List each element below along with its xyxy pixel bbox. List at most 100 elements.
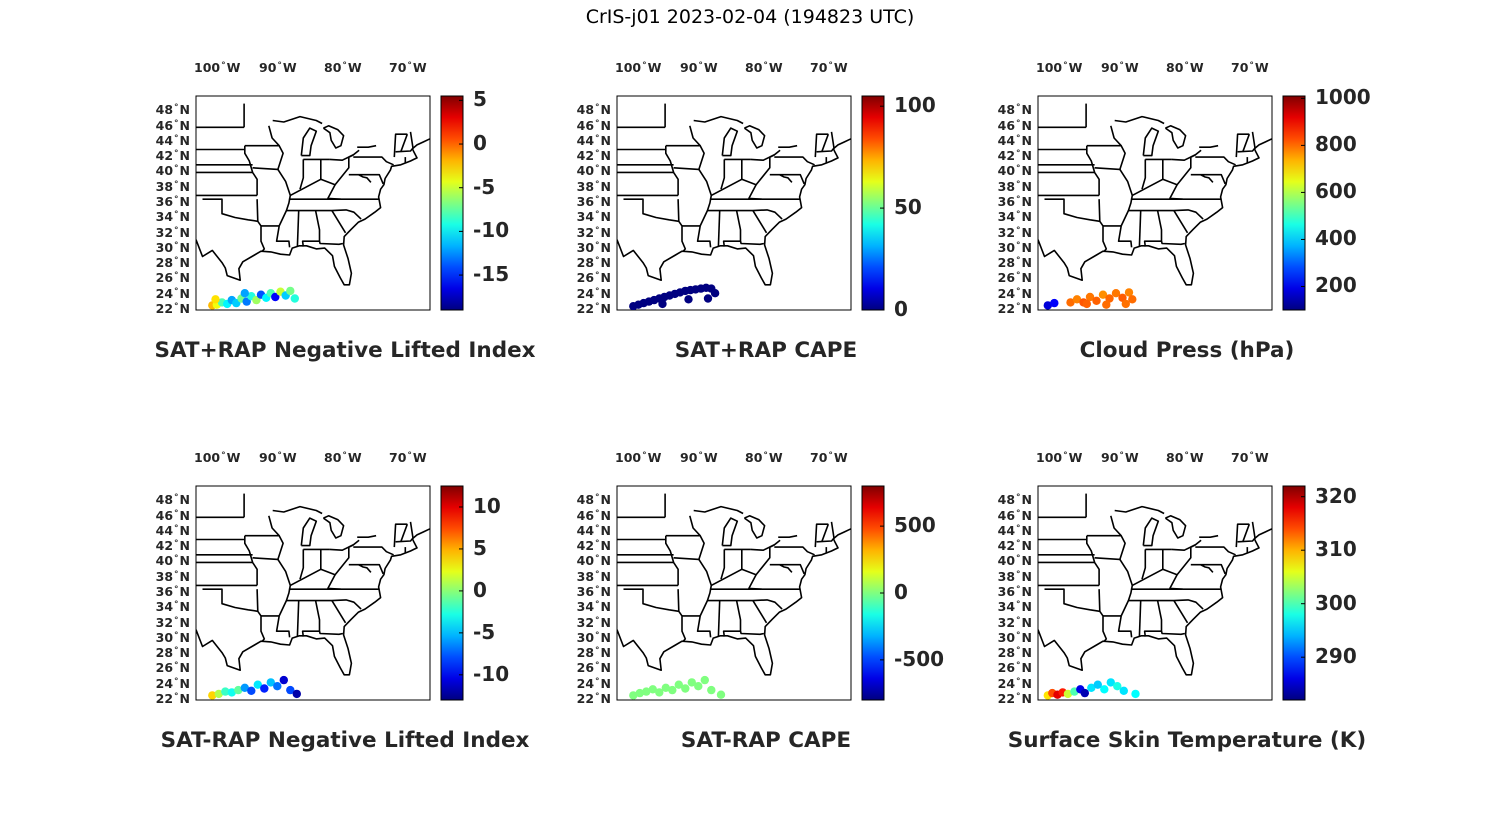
border-line <box>1190 544 1196 548</box>
lon-degree: 70 <box>389 60 407 75</box>
lon-hemisphere: W <box>1124 60 1139 75</box>
lat-hemisphere: N <box>600 102 611 118</box>
degree-symbol: ° <box>828 451 833 461</box>
lon-degree: 90 <box>680 450 698 465</box>
border-line <box>1171 149 1202 161</box>
border-line <box>1117 225 1133 248</box>
lon-hemisphere: W <box>1068 450 1083 465</box>
degree-symbol: ° <box>595 600 600 611</box>
degree-symbol: ° <box>174 149 179 160</box>
lat-degree: 28 <box>155 255 174 271</box>
degree-symbol: ° <box>1016 271 1021 282</box>
latitude-label: 40°N <box>986 163 1032 178</box>
latitude-label: 34°N <box>144 599 190 614</box>
observation-point <box>648 685 657 694</box>
border-line <box>750 539 781 551</box>
lon-degree: 70 <box>1231 450 1249 465</box>
border-line <box>673 145 705 171</box>
observation-point <box>286 685 295 695</box>
border-line <box>1142 127 1160 157</box>
observation-point <box>208 691 217 700</box>
degree-symbol: ° <box>277 451 282 461</box>
latitude-label: 26°N <box>144 660 190 675</box>
observation-point <box>642 687 651 696</box>
degree-symbol: ° <box>1249 451 1254 461</box>
lat-hemisphere: N <box>179 239 190 255</box>
border-line <box>717 210 721 247</box>
colorbar-tick-label: 290 <box>1315 644 1357 669</box>
border-line <box>1138 600 1142 637</box>
latitude-label: 34°N <box>144 209 190 224</box>
degree-symbol: ° <box>595 569 600 580</box>
observation-point <box>240 683 249 692</box>
longitude-label: 80°W <box>1166 450 1204 465</box>
lat-degree: 38 <box>997 178 1016 194</box>
lat-degree: 40 <box>997 553 1016 569</box>
degree-symbol: ° <box>1016 523 1021 534</box>
latitude-label: 38°N <box>565 569 611 584</box>
border-line <box>329 149 360 161</box>
border-line <box>353 156 394 166</box>
lat-degree: 34 <box>155 209 174 225</box>
degree-symbol: ° <box>698 451 703 461</box>
degree-symbol: ° <box>407 61 412 71</box>
observation-point <box>266 678 275 687</box>
map-plot <box>195 95 464 311</box>
degree-symbol: ° <box>1016 240 1021 251</box>
border-line <box>256 589 266 642</box>
latitude-label: 22°N <box>986 691 1032 706</box>
border-line <box>272 505 323 515</box>
lat-hemisphere: N <box>600 209 611 225</box>
lat-degree: 26 <box>997 660 1016 676</box>
border-line <box>272 115 323 125</box>
latitude-label: 24°N <box>986 286 1032 301</box>
lat-degree: 36 <box>155 584 174 599</box>
border-line <box>1086 515 1122 537</box>
observation-point <box>221 687 230 696</box>
colorbar-tick-label: 50 <box>894 195 922 220</box>
degree-symbol: ° <box>221 451 226 461</box>
lat-hemisphere: N <box>600 270 611 286</box>
lat-hemisphere: N <box>1021 599 1032 615</box>
observation-point <box>260 684 269 693</box>
border-line <box>739 240 765 246</box>
longitude-label: 90°W <box>680 60 718 75</box>
border-line <box>300 127 318 157</box>
observation-point <box>703 294 713 303</box>
border-line <box>717 600 721 637</box>
lat-hemisphere: N <box>600 132 611 148</box>
degree-symbol: ° <box>174 133 179 144</box>
lat-degree: 46 <box>997 117 1016 133</box>
lat-degree: 38 <box>997 568 1016 584</box>
lat-hemisphere: N <box>600 538 611 554</box>
longitude-label: 90°W <box>680 450 718 465</box>
observation-point <box>1092 296 1101 305</box>
lat-degree: 36 <box>997 584 1016 599</box>
lat-degree: 22 <box>155 301 174 316</box>
degree-symbol: ° <box>1016 539 1021 550</box>
observation-point <box>710 289 720 298</box>
border-line <box>1038 528 1272 676</box>
lat-degree: 40 <box>997 163 1016 179</box>
lat-degree: 38 <box>576 178 595 194</box>
observation-point <box>668 685 677 695</box>
degree-symbol: ° <box>1016 692 1021 702</box>
lat-degree: 26 <box>997 270 1016 286</box>
lat-degree: 48 <box>155 492 174 508</box>
colorbar-tick-label: -10 <box>473 218 510 243</box>
degree-symbol: ° <box>1016 554 1021 565</box>
border-line <box>1173 210 1189 234</box>
latitude-label: 46°N <box>565 508 611 523</box>
border-line <box>1098 589 1108 642</box>
border-line <box>778 144 798 148</box>
colorbar-tick-label: 0 <box>894 580 908 604</box>
border-line <box>296 210 300 247</box>
observation-point <box>1066 298 1075 307</box>
latitude-label: 34°N <box>565 209 611 224</box>
panel-title: SAT-RAP CAPE <box>680 728 852 753</box>
longitude-label: 90°W <box>259 450 297 465</box>
longitude-label: 80°W <box>324 450 362 465</box>
lat-hemisphere: N <box>179 224 190 240</box>
latitude-label: 44°N <box>986 523 1032 538</box>
lat-hemisphere: N <box>179 675 190 691</box>
